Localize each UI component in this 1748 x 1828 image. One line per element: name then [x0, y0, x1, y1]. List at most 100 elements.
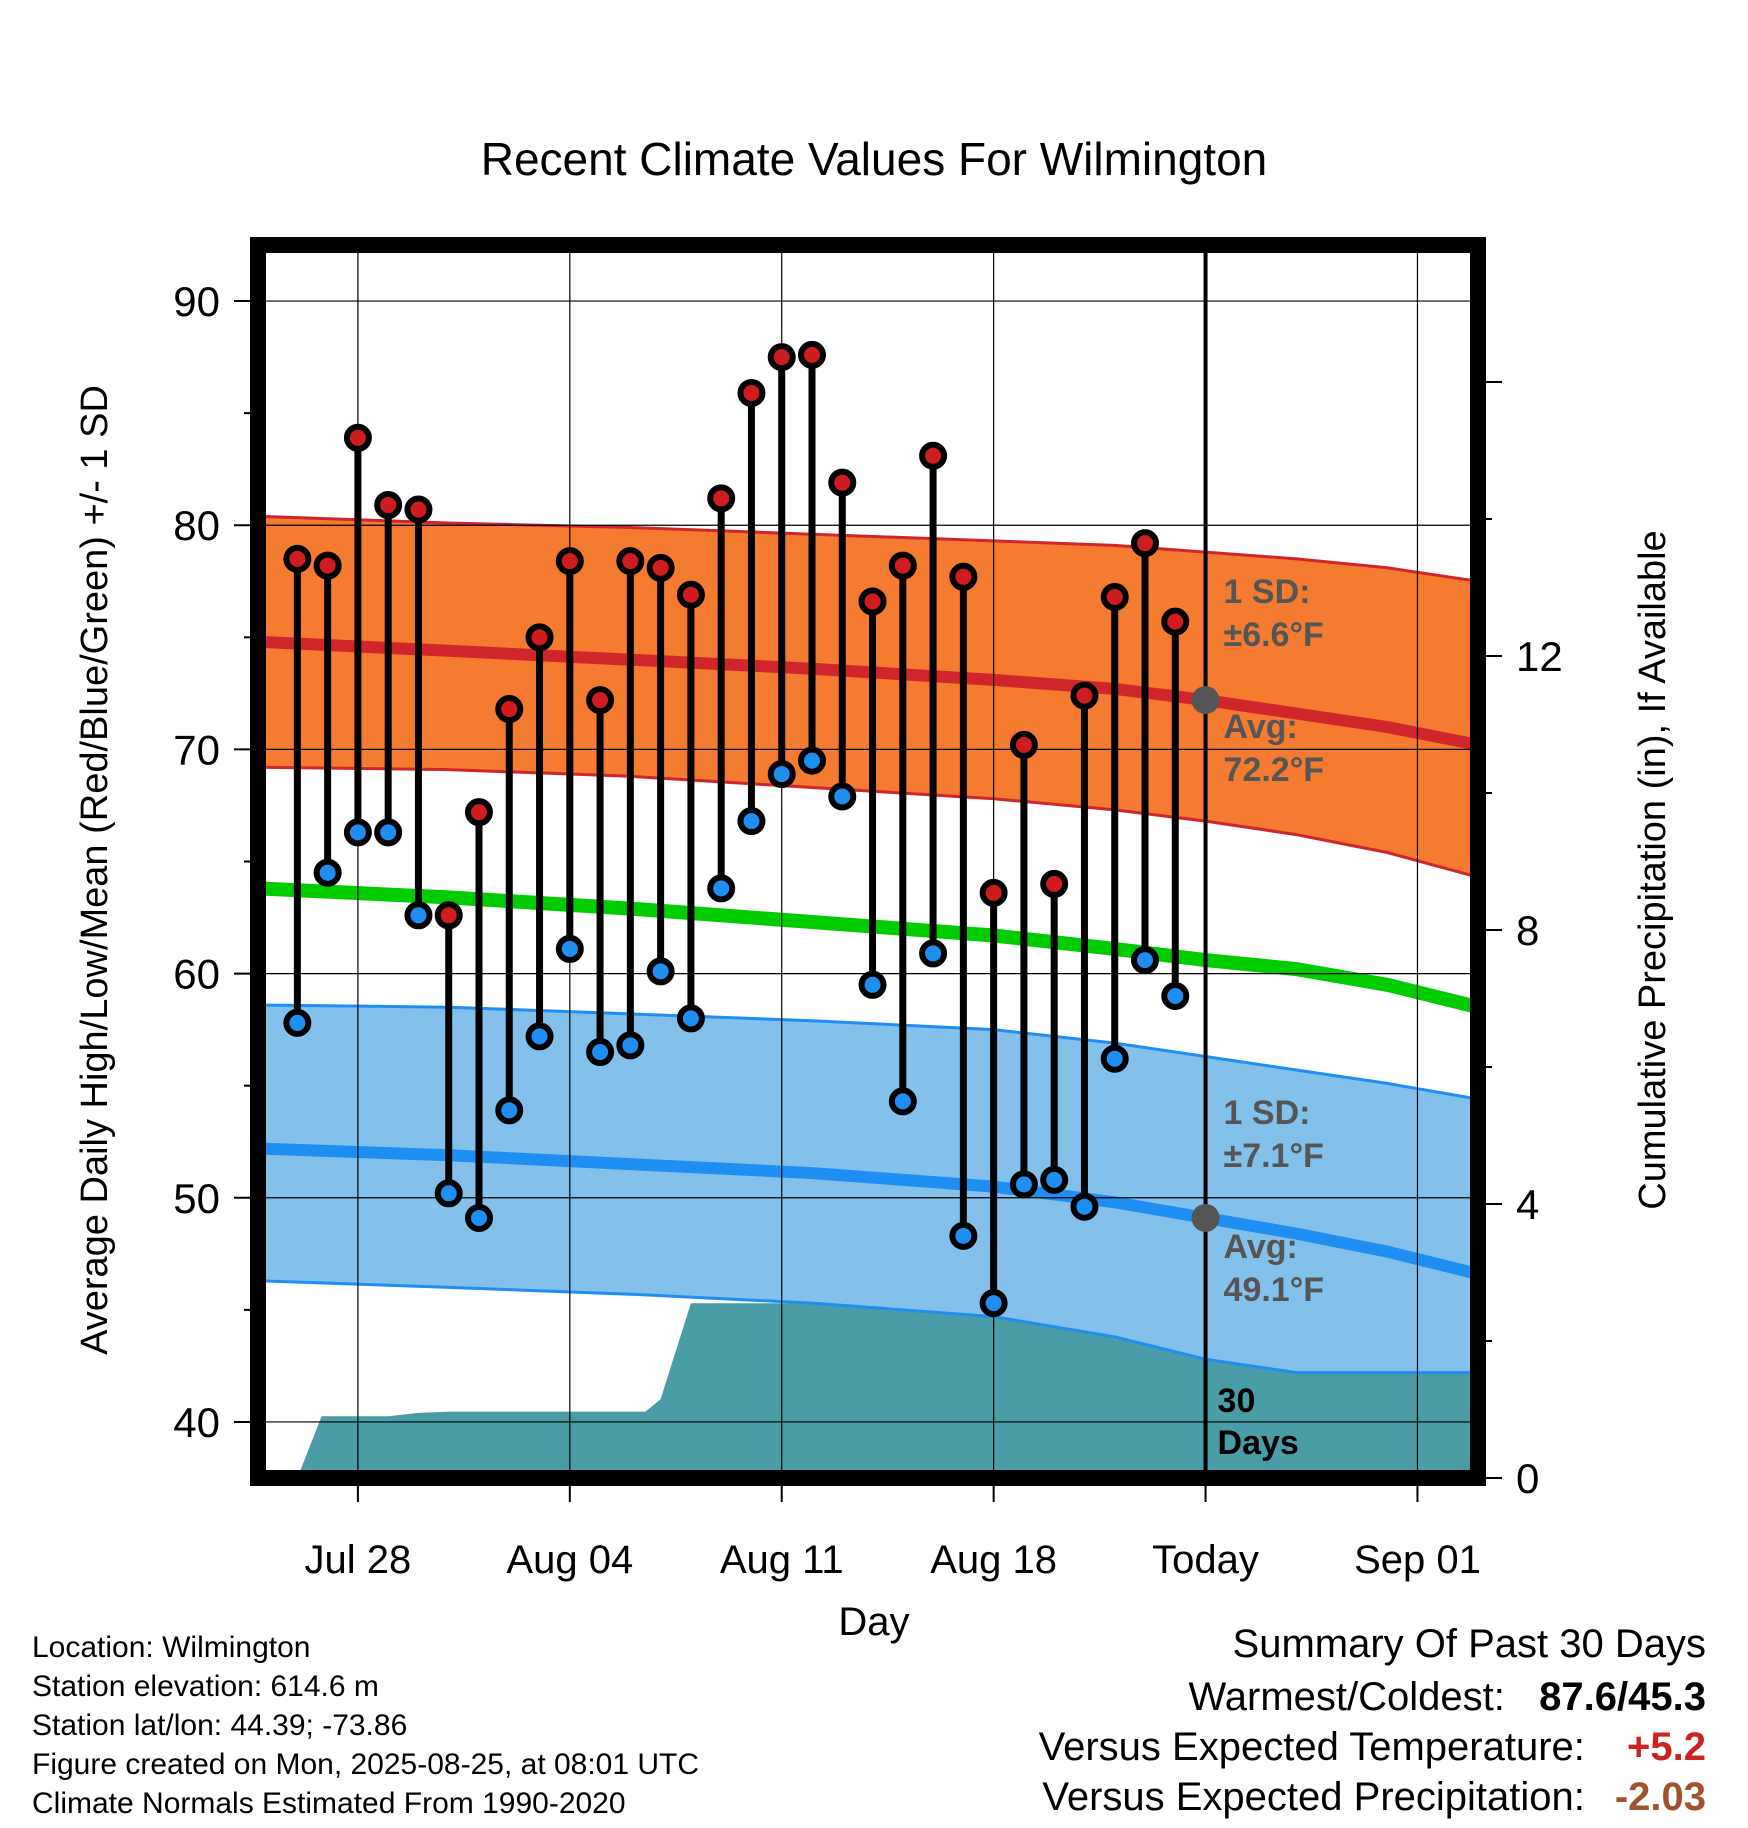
x-tick-label: Aug 11 — [720, 1538, 844, 1582]
low-avg-label: Avg: — [1224, 1228, 1298, 1266]
y-tick-label: 70 — [173, 726, 220, 773]
low-point — [858, 970, 887, 999]
station-info: Location: Wilmington Station elevation: … — [32, 1628, 699, 1823]
low-point — [767, 760, 796, 789]
window-label-number: 30 — [1218, 1382, 1256, 1420]
high-point — [1040, 869, 1069, 898]
low-point — [616, 1031, 645, 1060]
high-sd-value: ±6.6°F — [1224, 616, 1324, 654]
high-point — [1100, 582, 1129, 611]
high-point — [555, 547, 584, 576]
high-avg-label: Avg: — [1224, 708, 1298, 746]
high-point — [464, 798, 493, 827]
y-tick-label: 90 — [173, 278, 220, 325]
high-point — [646, 553, 675, 582]
chart-title: Recent Climate Values For Wilmington — [481, 133, 1268, 185]
elevation-text: Station elevation: 614.6 m — [32, 1670, 379, 1703]
low-point — [555, 934, 584, 963]
low-point — [1040, 1165, 1069, 1194]
low-point — [888, 1087, 917, 1116]
low-point — [828, 782, 857, 811]
low-point — [434, 1179, 463, 1208]
today-low-avg-dot — [1191, 1203, 1220, 1232]
y-tick-label: 80 — [173, 502, 220, 549]
high-point — [1009, 730, 1038, 759]
high-point — [434, 901, 463, 930]
warm-cold-value: 87.6/45.3 — [1539, 1675, 1706, 1719]
high-point — [797, 340, 826, 369]
y2-axis-label: Cumulative Precipitation (in), If Availa… — [1632, 530, 1674, 1209]
low-point — [464, 1203, 493, 1232]
summary-title: Summary Of Past 30 Days — [1232, 1622, 1706, 1666]
high-point — [858, 587, 887, 616]
low-point — [343, 818, 372, 847]
created-text: Figure created on Mon, 2025-08-25, at 08… — [32, 1748, 700, 1781]
high-point — [374, 491, 403, 520]
low-point — [646, 957, 675, 986]
high-point — [1130, 529, 1159, 558]
high-point — [949, 562, 978, 591]
low-point — [586, 1038, 615, 1067]
precip-label: Versus Expected Precipitation: — [1042, 1775, 1585, 1819]
high-point — [676, 580, 705, 609]
normals-text: Climate Normals Estimated From 1990-2020 — [32, 1787, 626, 1820]
high-point — [767, 343, 796, 372]
window-label-days: Days — [1218, 1424, 1299, 1462]
location-text: Location: Wilmington — [32, 1631, 311, 1664]
x-tick-label: Aug 04 — [506, 1538, 633, 1582]
temp-label: Versus Expected Temperature: — [1038, 1725, 1585, 1769]
high-point — [283, 544, 312, 573]
summary-warm-cold: Warmest/Coldest: 87.6/45.3 — [1189, 1675, 1707, 1720]
x-axis-label: Day — [838, 1600, 909, 1644]
high-point — [919, 441, 948, 470]
high-point — [707, 484, 736, 513]
x-tick-label: Sep 01 — [1354, 1538, 1481, 1582]
low-avg-value: 49.1°F — [1224, 1271, 1325, 1309]
low-point — [676, 1004, 705, 1033]
low-sd-label: 1 SD: — [1224, 1094, 1311, 1132]
low-sd-value: ±7.1°F — [1224, 1137, 1324, 1175]
low-point — [1161, 982, 1190, 1011]
low-point — [313, 858, 342, 887]
high-point — [404, 495, 433, 524]
high-sd-band — [258, 516, 1478, 878]
low-sd-lower-line — [257, 1279, 1478, 1375]
high-point — [888, 551, 917, 580]
high-point — [828, 468, 857, 497]
low-point — [949, 1221, 978, 1250]
high-avg-value: 72.2°F — [1224, 751, 1325, 789]
high-point — [616, 547, 645, 576]
y-axis-label: Average Daily High/Low/Mean (Red/Blue/Gr… — [74, 385, 116, 1355]
high-point — [737, 378, 766, 407]
y-tick-label: 50 — [173, 1175, 220, 1222]
low-sd-band — [258, 1005, 1478, 1373]
high-point — [586, 686, 615, 715]
low-point — [707, 874, 736, 903]
low-point — [525, 1022, 554, 1051]
x-tick-label: Today — [1152, 1538, 1259, 1582]
low-point — [1130, 946, 1159, 975]
low-point — [495, 1096, 524, 1125]
low-point — [1070, 1192, 1099, 1221]
x-tick-label: Jul 28 — [305, 1538, 412, 1582]
low-point — [1100, 1044, 1129, 1073]
low-point — [919, 939, 948, 968]
latlon-text: Station lat/lon: 44.39; -73.86 — [32, 1709, 408, 1742]
high-point — [313, 551, 342, 580]
y2-tick-label: 8 — [1516, 907, 1539, 954]
today-high-avg-dot — [1191, 686, 1220, 715]
low-point — [374, 818, 403, 847]
high-point — [343, 423, 372, 452]
warm-cold-label: Warmest/Coldest: — [1188, 1675, 1505, 1719]
summary-precip: Versus Expected Precipitation: -2.03 — [1042, 1775, 1706, 1820]
high-point — [1161, 607, 1190, 636]
high-point — [979, 878, 1008, 907]
low-point — [979, 1289, 1008, 1318]
y2-tick-label: 4 — [1516, 1181, 1539, 1228]
high-point — [495, 695, 524, 724]
high-point — [1070, 681, 1099, 710]
summary-temp: Versus Expected Temperature: +5.2 — [1039, 1725, 1706, 1770]
temp-value: +5.2 — [1627, 1725, 1706, 1769]
low-avg-line — [257, 1142, 1480, 1280]
